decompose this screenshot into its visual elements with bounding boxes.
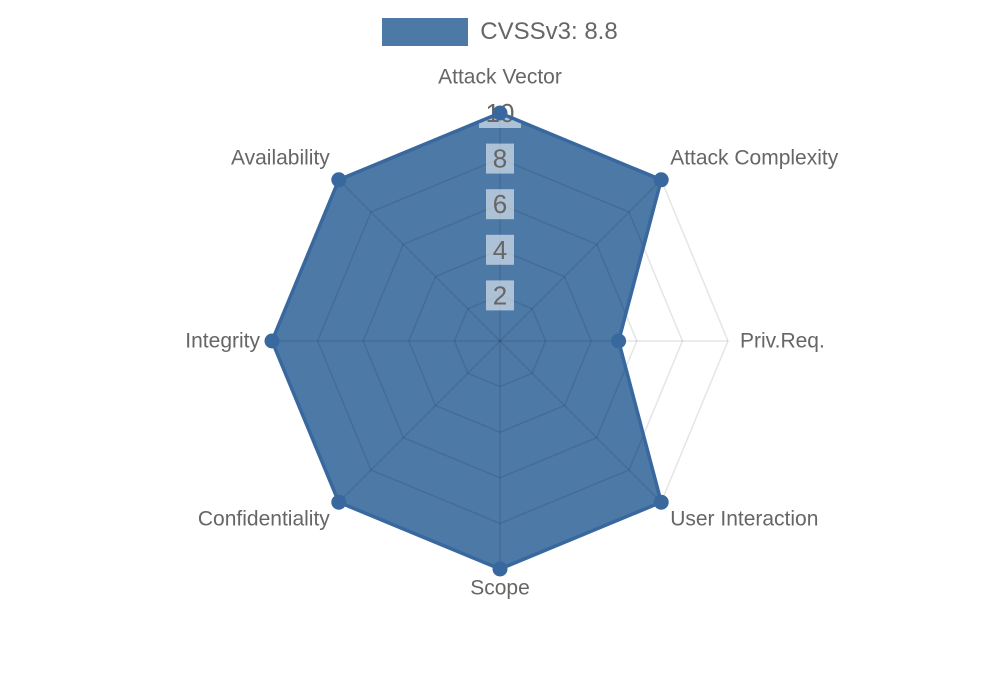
data-point [611,333,627,349]
data-point [492,105,508,121]
tick-label: 6 [493,189,507,219]
axis-label: Scope [470,577,530,600]
tick-backdrop [486,143,514,174]
tick-backdrop [486,189,514,220]
angle-line [338,340,501,503]
axis-label: Availability [231,146,330,169]
legend-label: CVSSv3: 8.8 [480,18,618,45]
legend-item[interactable]: CVSSv3: 8.8 [0,17,1000,47]
angle-line [499,179,662,342]
tick-backdrop [486,280,514,311]
axis-label: Priv.Req. [740,330,825,353]
data-point [331,172,347,188]
grid-ring [316,157,684,525]
series-fill [272,113,662,569]
tick-backdrop [486,234,514,265]
legend-swatch [382,18,469,46]
data-point [492,561,508,577]
tick-label: 4 [493,235,507,265]
data-point [653,172,669,188]
angle-line [338,179,501,342]
axis-label: Attack Complexity [670,146,839,169]
grid-ring [407,248,593,434]
data-point [331,494,347,510]
tick-label: 2 [493,280,507,310]
angle-line [499,340,662,503]
axis-label: User Interaction [670,508,818,531]
grid-ring [453,294,547,388]
data-point [653,494,669,510]
data-point [264,333,280,349]
axis-label: Confidentiality [198,508,330,531]
axis-label: Attack Vector [438,66,562,89]
grid-ring [362,203,638,479]
tick-label: 8 [493,144,507,174]
axis-label: Integrity [185,330,260,353]
